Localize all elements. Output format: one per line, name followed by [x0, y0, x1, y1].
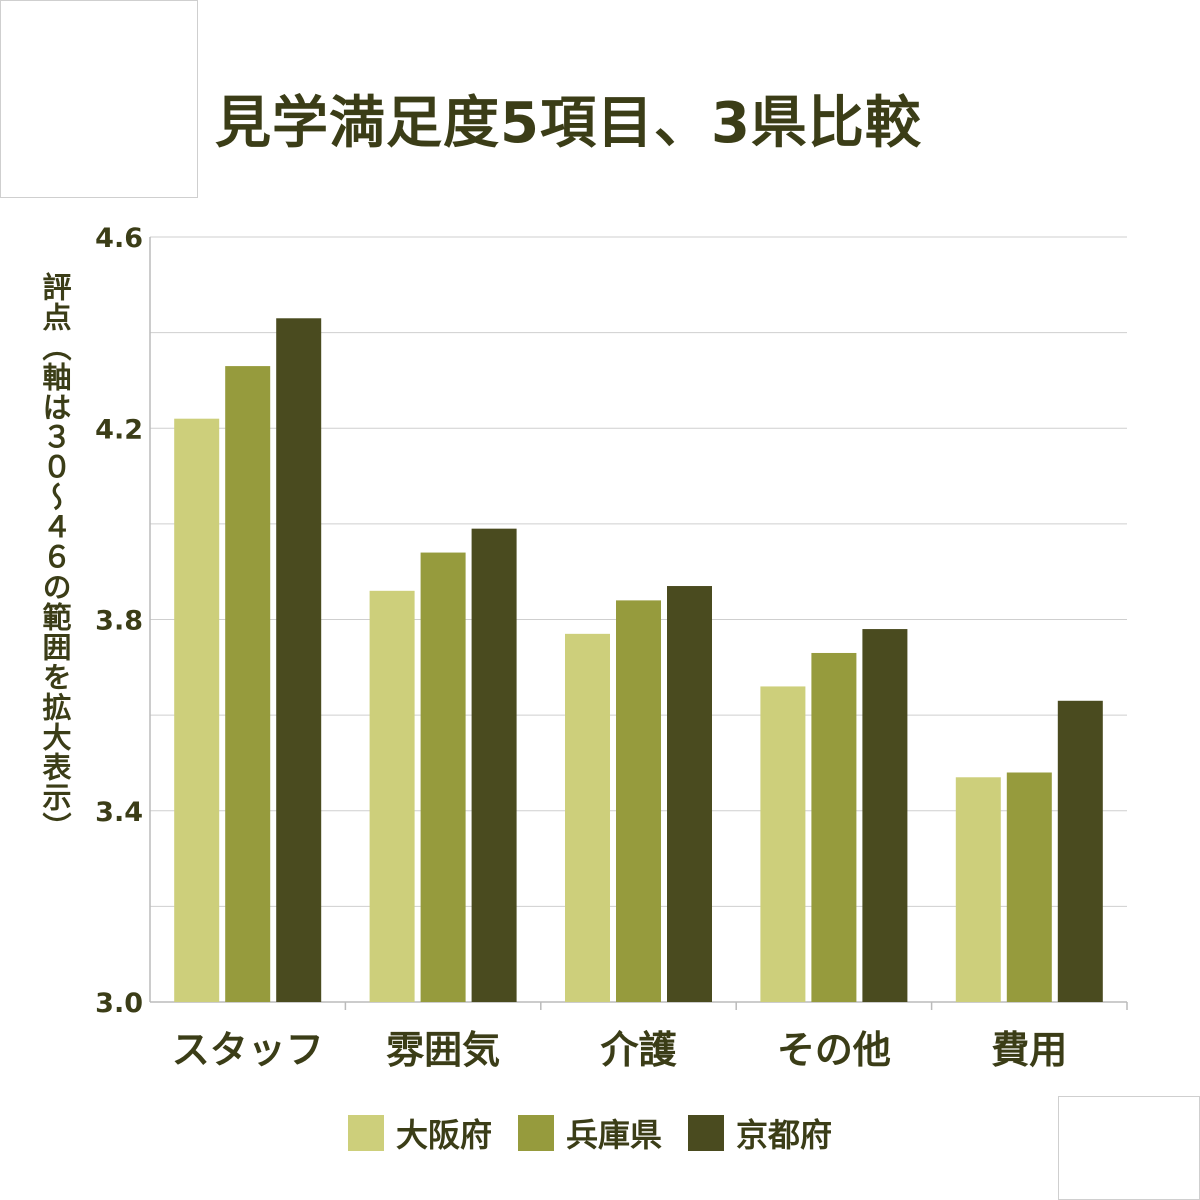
legend-item: 京都府: [688, 1110, 832, 1156]
x-tick-label: 雰囲気: [386, 1028, 500, 1072]
bar: [225, 366, 271, 1002]
bar: [616, 600, 661, 1002]
x-tick-label: スタッフ: [172, 1028, 324, 1072]
x-tick-label: その他: [777, 1028, 891, 1072]
x-tick-label: 介護: [600, 1028, 677, 1072]
bar: [174, 418, 220, 1002]
legend-label: 兵庫県: [565, 1116, 662, 1154]
bar: [667, 586, 712, 1002]
y-axis-label: 評点（軸は３０～４６の範囲を拡大表示）: [38, 272, 72, 842]
bar: [276, 318, 322, 1002]
legend-label: 京都府: [736, 1116, 833, 1154]
legend-swatch: [517, 1115, 554, 1151]
y-tick-label: 4.6: [95, 223, 143, 254]
bar: [420, 552, 466, 1002]
bar: [471, 528, 517, 1002]
bar: [811, 652, 857, 1002]
legend: 大阪府 兵庫県 京都府: [0, 1108, 1200, 1158]
bar: [565, 633, 610, 1002]
legend-swatch: [688, 1115, 724, 1151]
bar: [1006, 772, 1052, 1002]
y-tick-label: 3.8: [95, 606, 143, 637]
y-tick-label: 3.0: [95, 988, 143, 1019]
bar: [955, 777, 1001, 1002]
legend-swatch: [347, 1115, 384, 1151]
bar: [369, 590, 415, 1002]
placeholder-box-top-left: [0, 0, 198, 198]
legend-label: 大阪府: [395, 1116, 492, 1154]
bar-chart: 3.0 3.4 3.8 4.2 4.6 スタッフ 雰囲気 介護 その他 費用: [95, 223, 1128, 1072]
bar: [1057, 700, 1103, 1002]
placeholder-box-bottom-right: [1058, 1096, 1200, 1200]
bar: [862, 629, 908, 1002]
legend-item: 兵庫県: [517, 1110, 662, 1156]
y-tick-label: 3.4: [95, 797, 143, 828]
chart-title: 見学満足度5項目、3県比較: [215, 91, 922, 156]
x-tick-label: 費用: [991, 1028, 1067, 1072]
legend-item: 大阪府: [347, 1110, 492, 1156]
bar: [760, 686, 806, 1002]
y-tick-label: 4.2: [95, 414, 143, 445]
